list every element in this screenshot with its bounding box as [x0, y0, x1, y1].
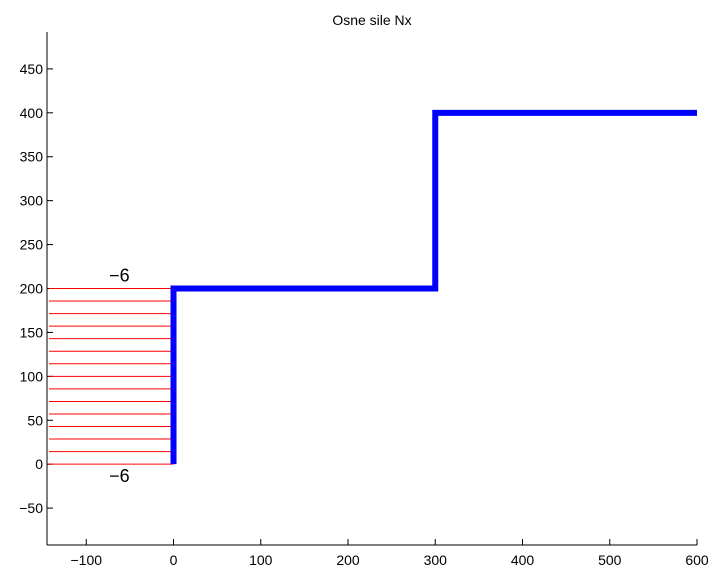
- y-tick-label: 150: [20, 324, 44, 340]
- y-tick-label: 400: [20, 105, 44, 121]
- x-tick-label: 300: [424, 552, 448, 568]
- y-tick-label: 50: [27, 412, 43, 428]
- y-tick-label: 200: [20, 281, 44, 297]
- force-diagram: [49, 288, 174, 465]
- value-annotation: −6: [109, 265, 130, 285]
- x-tick-label: −100: [70, 552, 102, 568]
- series-line: [170, 109, 697, 465]
- x-tick-label: 0: [170, 552, 178, 568]
- x-tick-label: 600: [685, 552, 709, 568]
- y-tick-label: 300: [20, 193, 44, 209]
- x-tick-label: 500: [598, 552, 622, 568]
- y-tick-label: 450: [20, 61, 44, 77]
- y-tick-label: −50: [19, 500, 43, 516]
- annotations: −6 −6: [109, 265, 130, 485]
- y-tick-label: 100: [20, 368, 44, 384]
- x-tick-label: 400: [511, 552, 535, 568]
- x-tick-label: 200: [336, 552, 360, 568]
- axes: −100 0 100 200 300 400 500 600 −50 0 50 100 150 200 25…: [19, 32, 709, 568]
- value-annotation: −6: [109, 466, 130, 486]
- y-tick-label: 0: [35, 456, 43, 472]
- x-tick-label: 100: [249, 552, 273, 568]
- y-tick-label: 350: [20, 149, 44, 165]
- chart-title: Osne sile Nx: [332, 12, 411, 28]
- y-tick-label: 250: [20, 237, 44, 253]
- series-layer: [170, 109, 697, 465]
